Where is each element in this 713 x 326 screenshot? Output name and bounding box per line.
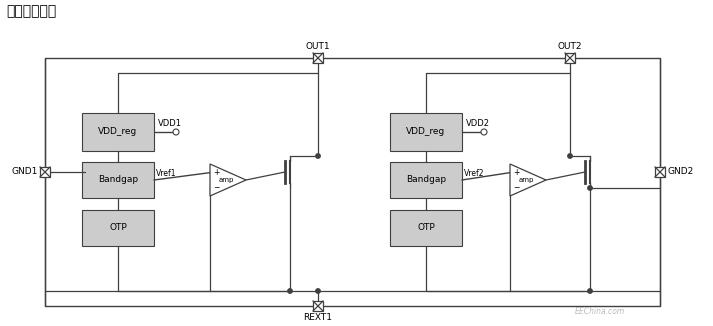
Text: +: +: [213, 168, 220, 177]
Text: GND2: GND2: [667, 168, 693, 176]
Text: amp: amp: [218, 177, 234, 183]
Text: 内部功能框图: 内部功能框图: [6, 4, 56, 18]
Text: OTP: OTP: [417, 224, 435, 232]
Text: amp: amp: [518, 177, 534, 183]
Bar: [313, 53, 323, 63]
Bar: [390, 210, 462, 246]
Circle shape: [316, 289, 320, 293]
Circle shape: [173, 129, 179, 135]
Text: Bandgap: Bandgap: [406, 175, 446, 185]
Bar: [565, 53, 575, 63]
Text: Vref1: Vref1: [156, 169, 177, 178]
Text: Vref2: Vref2: [464, 169, 485, 178]
Circle shape: [316, 154, 320, 158]
Bar: [390, 113, 462, 151]
Text: REXT1: REXT1: [304, 313, 332, 322]
Text: −: −: [513, 183, 519, 192]
Text: OUT2: OUT2: [558, 42, 583, 51]
Text: −: −: [213, 183, 220, 192]
Bar: [82, 210, 154, 246]
Circle shape: [481, 129, 487, 135]
Circle shape: [588, 186, 593, 190]
Bar: [313, 301, 323, 311]
Text: +: +: [513, 168, 519, 177]
Text: Bandgap: Bandgap: [98, 175, 138, 185]
Bar: [82, 162, 154, 198]
Bar: [390, 162, 462, 198]
Polygon shape: [210, 164, 246, 196]
Bar: [45, 58, 660, 306]
Text: VDD_reg: VDD_reg: [406, 127, 446, 137]
Bar: [40, 167, 50, 177]
Text: VDD_reg: VDD_reg: [98, 127, 138, 137]
Text: VDD2: VDD2: [466, 119, 490, 128]
Text: OTP: OTP: [109, 224, 127, 232]
Circle shape: [288, 289, 292, 293]
Bar: [655, 167, 665, 177]
Circle shape: [588, 289, 593, 293]
Text: GND1: GND1: [11, 168, 38, 176]
Text: EEChina.com: EEChina.com: [575, 306, 625, 316]
Text: VDD1: VDD1: [158, 119, 182, 128]
Circle shape: [568, 154, 573, 158]
Text: OUT1: OUT1: [306, 42, 330, 51]
Polygon shape: [510, 164, 546, 196]
Bar: [82, 113, 154, 151]
